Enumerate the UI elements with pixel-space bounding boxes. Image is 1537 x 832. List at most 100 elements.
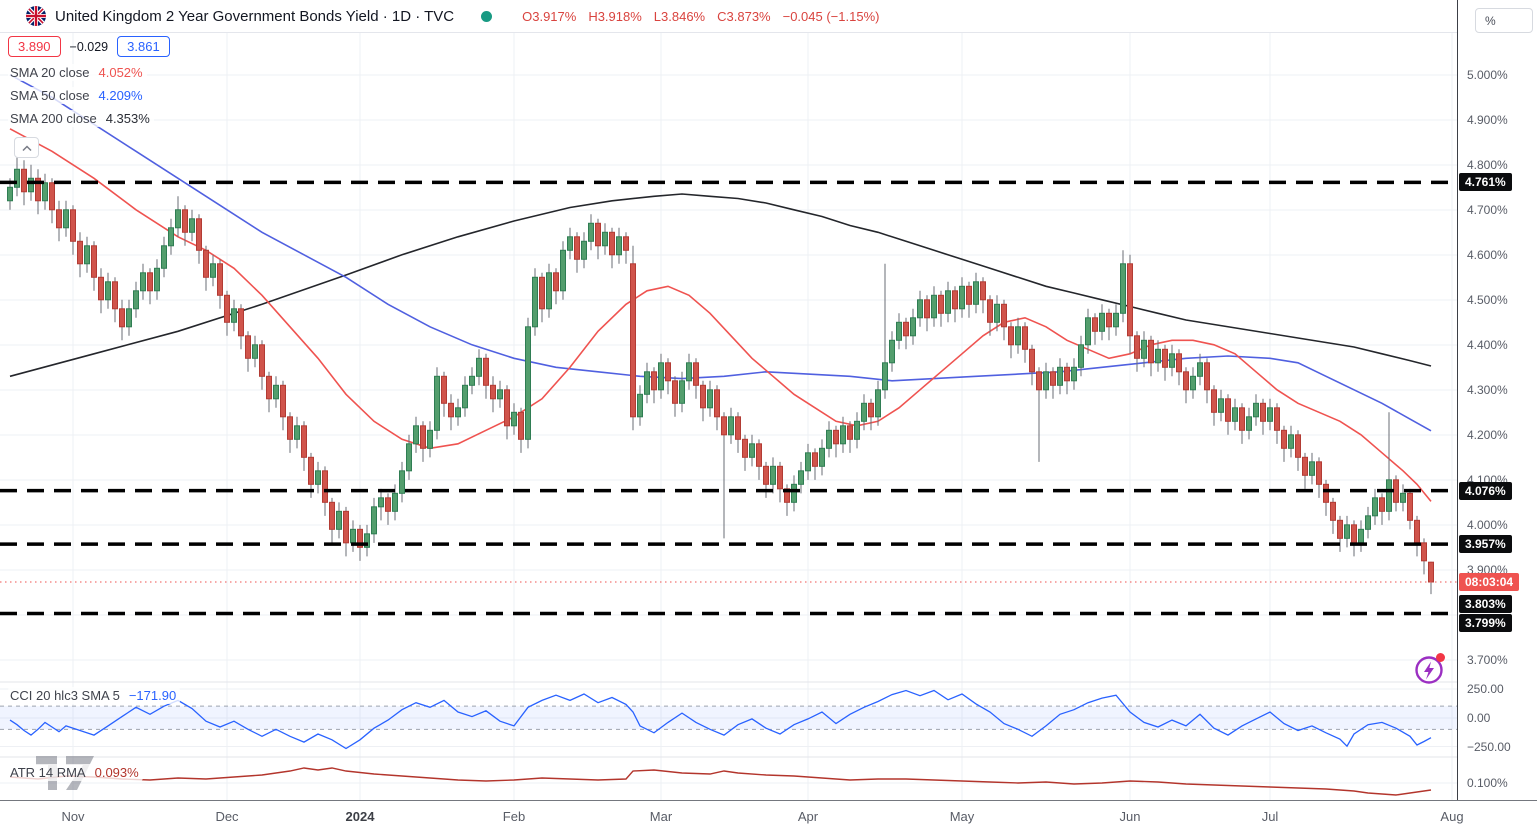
candle-up	[427, 429, 433, 449]
candle-up	[882, 362, 888, 391]
candle-down	[329, 501, 335, 530]
candle-up	[819, 447, 825, 467]
candle-down	[266, 375, 272, 400]
candle-up	[1372, 497, 1378, 517]
candle-down	[441, 375, 447, 404]
candle-down	[987, 299, 993, 323]
candle-up	[616, 236, 622, 256]
candle-up	[497, 389, 503, 400]
candle-up	[798, 470, 804, 485]
candle-up	[168, 227, 174, 247]
price-axis[interactable]: % 5.000% 4.900% 4.800% 4.700% 4.600% 4.500% 4.…	[1457, 0, 1537, 832]
time-axis-label: Apr	[797, 809, 819, 824]
ohlc-open: O3.917%	[522, 8, 577, 24]
candle-down	[833, 429, 839, 445]
sma50-legend-row[interactable]: SMA 50 close 4.209%	[8, 87, 147, 104]
candle-up	[1078, 344, 1084, 368]
candle-up	[350, 528, 356, 544]
candle-down	[1092, 317, 1098, 332]
candle-down	[1148, 339, 1154, 364]
candle-down	[1036, 371, 1042, 391]
candle-down	[1421, 542, 1427, 562]
candle-down	[483, 357, 489, 386]
candle-up	[1267, 407, 1273, 422]
candle-down	[287, 416, 293, 440]
flash-button[interactable]	[1412, 653, 1446, 687]
atr-legend-row[interactable]: ATR 14 RMA 0.093%	[8, 764, 143, 787]
candle-down	[651, 371, 657, 391]
price-tick-label: 4.400%	[1467, 337, 1508, 352]
price-tick-label: 3.700%	[1467, 652, 1508, 667]
candle-up	[455, 407, 461, 418]
candle-up	[140, 272, 146, 292]
candle-up	[1358, 528, 1364, 544]
price-tick-label: 5.000%	[1467, 67, 1508, 82]
time-axis-label: Nov	[61, 809, 85, 824]
level-price-badge: 4.076%	[1459, 481, 1512, 500]
candle-up	[861, 402, 867, 422]
candle-up	[707, 389, 713, 409]
unit-percent-button[interactable]: %	[1475, 8, 1533, 33]
time-axis-label: Feb	[502, 809, 526, 824]
candle-up	[1344, 524, 1350, 539]
candle-down	[938, 294, 944, 314]
candle-up	[525, 326, 531, 440]
candle-down	[35, 177, 41, 202]
candle-down	[1407, 492, 1413, 521]
candle-down	[147, 272, 153, 292]
candle-up	[791, 483, 797, 503]
sma200-legend-row[interactable]: SMA 200 close 4.353%	[8, 110, 154, 127]
sma20-line	[9, 128, 1432, 502]
symbol-title[interactable]: United Kingdom 2 Year Government Bonds Y…	[55, 7, 455, 25]
sma50-label: SMA 50 close	[10, 88, 90, 103]
candle-up	[854, 420, 860, 440]
indicator-legend: SMA 20 close 4.052% SMA 50 close 4.209% …	[8, 64, 154, 133]
candle-down	[1022, 326, 1028, 350]
candle-down	[504, 389, 510, 427]
time-axis[interactable]: Nov Dec 2024 Feb Mar Apr May Jun Jul Aug	[0, 800, 1537, 832]
candle-up	[469, 375, 475, 386]
candle-up	[462, 384, 468, 409]
candle-up	[889, 339, 895, 364]
candle-down	[217, 263, 223, 296]
level-price-badge: 4.761%	[1459, 173, 1512, 192]
buy-price-button[interactable]: 3.861	[117, 36, 170, 57]
candle-up	[413, 425, 419, 445]
candle-up	[7, 186, 13, 202]
candle-down	[385, 497, 391, 512]
candle-up	[189, 218, 195, 233]
sma20-legend-row[interactable]: SMA 20 close 4.052%	[8, 64, 147, 81]
candle-up	[658, 362, 664, 391]
candle-up	[161, 245, 167, 269]
candle-down	[1064, 366, 1070, 382]
candle-down	[259, 344, 265, 377]
candle-down	[630, 263, 636, 418]
candle-up	[1071, 366, 1077, 382]
candle-down	[1316, 461, 1322, 485]
candle-down	[245, 335, 251, 359]
candle-down	[49, 182, 55, 211]
cci-legend-row[interactable]: CCI 20 hlc3 SMA 5 −171.90	[8, 687, 181, 710]
atr-line	[9, 767, 1432, 796]
candle-down	[1106, 312, 1112, 328]
candle-up	[1099, 312, 1105, 332]
sma50-value: 4.209%	[98, 88, 143, 103]
price-tick-label: 4.700%	[1467, 202, 1508, 217]
candle-up	[1043, 371, 1049, 391]
candle-up	[770, 465, 776, 485]
main-chart-canvas[interactable]	[0, 0, 1457, 800]
candle-up	[749, 443, 755, 458]
legend-collapse-button[interactable]	[14, 137, 39, 158]
candle-down	[847, 425, 853, 440]
price-tick-label: 4.500%	[1467, 292, 1508, 307]
candle-down	[672, 380, 678, 404]
candle-down	[693, 362, 699, 386]
candle-up	[371, 506, 377, 535]
candle-down	[966, 285, 972, 305]
sell-price-button[interactable]: 3.890	[8, 36, 61, 57]
candle-down	[357, 528, 363, 548]
candle-down	[812, 452, 818, 467]
candle-up	[273, 384, 279, 400]
sma200-label: SMA 200 close	[10, 111, 97, 126]
